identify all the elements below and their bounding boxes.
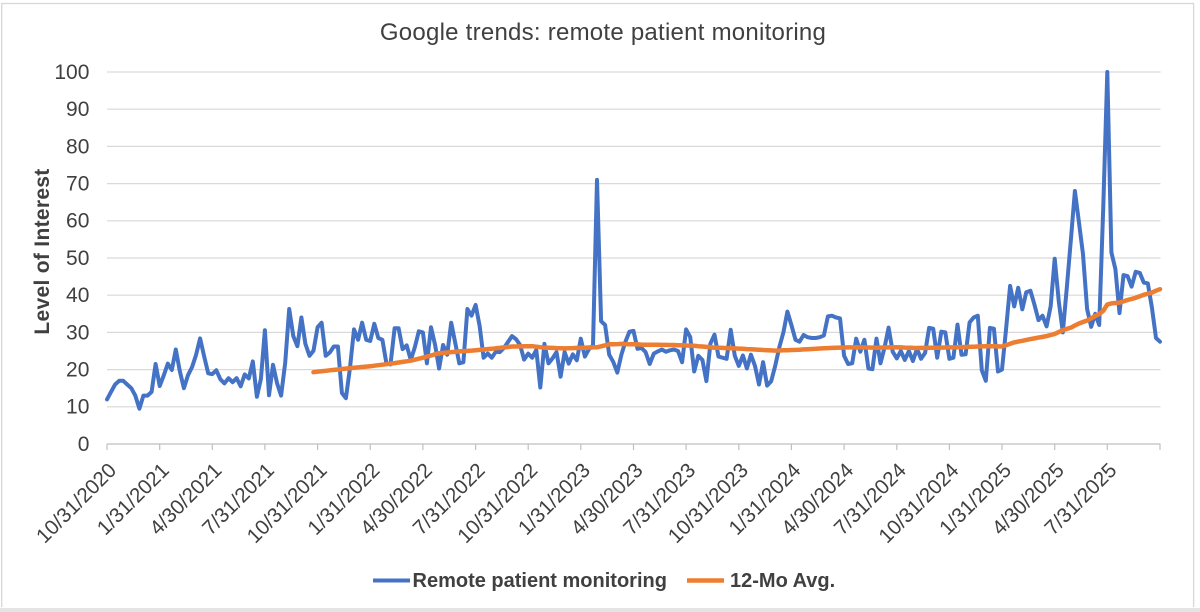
svg-text:100: 100 <box>54 61 89 84</box>
svg-text:70: 70 <box>66 173 89 196</box>
svg-text:Remote patient monitoring: Remote patient monitoring <box>413 570 667 592</box>
svg-text:20: 20 <box>66 359 89 382</box>
svg-text:40: 40 <box>66 284 89 307</box>
svg-text:Google trends: remote patient: Google trends: remote patient monitoring <box>380 19 826 46</box>
svg-text:80: 80 <box>66 135 89 158</box>
svg-text:10: 10 <box>66 396 89 419</box>
svg-text:30: 30 <box>66 321 89 344</box>
svg-text:60: 60 <box>66 210 89 233</box>
svg-text:50: 50 <box>66 247 89 270</box>
svg-text:0: 0 <box>78 433 90 456</box>
svg-text:90: 90 <box>66 98 89 121</box>
svg-text:Level of Interest: Level of Interest <box>31 168 54 334</box>
svg-text:12-Mo Avg.: 12-Mo Avg. <box>730 570 835 592</box>
